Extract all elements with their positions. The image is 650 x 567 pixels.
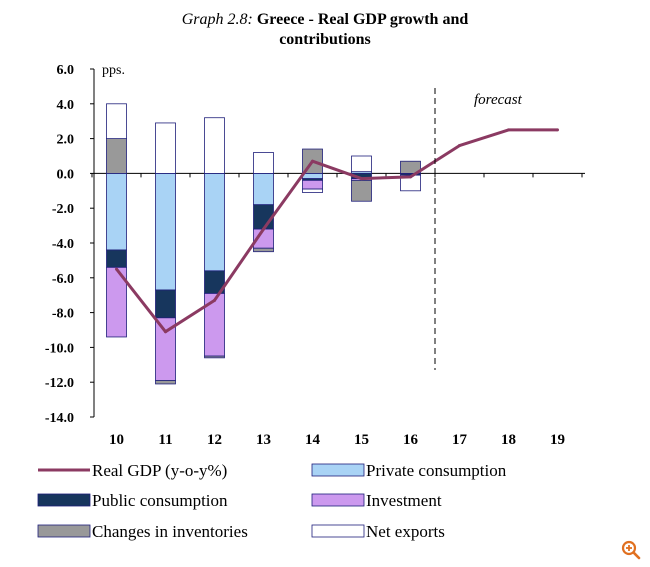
y-tick-label: 4.0 (57, 98, 75, 113)
bar-private-consumption-14 (302, 172, 323, 180)
bar-private-consumption-13 (253, 172, 274, 206)
point-real-gdp-13 (262, 227, 265, 231)
y-tick-label: 2.0 (57, 133, 75, 148)
legend-swatch-changes-in-inventories (37, 524, 91, 538)
legend-label-private-consumption: Private consumption (366, 461, 507, 480)
bar-changes-in-inventories-10 (106, 138, 127, 174)
legend-swatch-private-consumption (311, 463, 365, 477)
bar-changes-in-inventories-16 (400, 160, 421, 174)
point-real-gdp-11 (164, 330, 167, 334)
x-tick-label: 14 (305, 432, 321, 448)
graph-number: Graph 2.8: (181, 11, 253, 28)
x-tick-label: 12 (207, 432, 222, 448)
bar-net-exports-10 (106, 103, 127, 140)
point-real-gdp-15 (360, 177, 363, 181)
zoom-in-icon[interactable] (620, 539, 642, 561)
point-real-gdp-12 (213, 298, 216, 302)
point-real-gdp-14 (311, 159, 314, 163)
bar-public-consumption-10 (106, 249, 127, 268)
point-real-gdp-10 (115, 267, 118, 271)
bar-changes-in-inventories-15 (351, 179, 372, 202)
point-real-gdp-18 (507, 128, 510, 132)
legend-label-public-consumption: Public consumption (92, 491, 228, 510)
y-tick-label: 0.0 (57, 167, 75, 182)
bar-net-exports-11 (155, 122, 176, 174)
legend-swatch-investment (311, 493, 365, 507)
legend-swatch-public-consumption (37, 493, 91, 507)
bar-private-consumption-10 (106, 172, 127, 251)
x-tick-label: 13 (256, 432, 271, 448)
y-tick-label: -14.0 (45, 411, 74, 426)
legend-label-real-gdp-y-o-y: Real GDP (y-o-y%) (92, 461, 227, 480)
bar-net-exports-12 (204, 117, 225, 174)
point-real-gdp-17 (458, 144, 461, 148)
bar-investment-10 (106, 266, 127, 338)
y-tick-label: -6.0 (52, 272, 74, 287)
y-tick-label: 6.0 (57, 63, 75, 78)
forecast-annotation: forecast (474, 92, 523, 108)
y-tick-label: -2.0 (52, 202, 74, 217)
x-tick-label: 15 (354, 432, 369, 448)
bar-changes-in-inventories-11 (155, 380, 176, 385)
y-tick-label: -4.0 (52, 237, 74, 252)
x-tick-label: 17 (452, 432, 468, 448)
bar-investment-14 (302, 179, 323, 190)
bar-changes-in-inventories-12 (204, 355, 225, 359)
x-tick-label: 18 (501, 432, 516, 448)
x-tick-label: 19 (550, 432, 565, 448)
chart-title: Graph 2.8: Greece - Real GDP growth and … (0, 10, 650, 50)
bar-investment-12 (204, 293, 225, 357)
title-line-1: Greece - Real GDP growth and (256, 11, 469, 28)
point-real-gdp-16 (409, 175, 412, 179)
bar-net-exports-14 (302, 188, 323, 193)
x-tick-label: 11 (158, 432, 172, 448)
x-tick-label: 16 (403, 432, 419, 448)
y-tick-label: -12.0 (45, 376, 74, 391)
bar-net-exports-15 (351, 155, 372, 173)
title-line-2: contributions (279, 31, 371, 48)
bar-net-exports-13 (253, 152, 274, 174)
bar-private-consumption-11 (155, 172, 176, 291)
bar-private-consumption-12 (204, 172, 225, 272)
x-tick-label: 10 (109, 432, 124, 448)
legend-label-investment: Investment (366, 491, 442, 510)
bar-public-consumption-11 (155, 289, 176, 319)
line-real-gdp (115, 128, 558, 334)
legend-label-net-exports: Net exports (366, 522, 445, 541)
y-axis-label: pps. (102, 63, 125, 78)
y-tick-label: -8.0 (52, 307, 74, 322)
point-real-gdp-19 (556, 128, 559, 132)
legend-label-changes-in-inventories: Changes in inventories (92, 522, 248, 541)
legend-swatch-net-exports (311, 524, 365, 538)
y-tick-label: -10.0 (45, 341, 74, 356)
bar-changes-in-inventories-13 (253, 247, 274, 253)
